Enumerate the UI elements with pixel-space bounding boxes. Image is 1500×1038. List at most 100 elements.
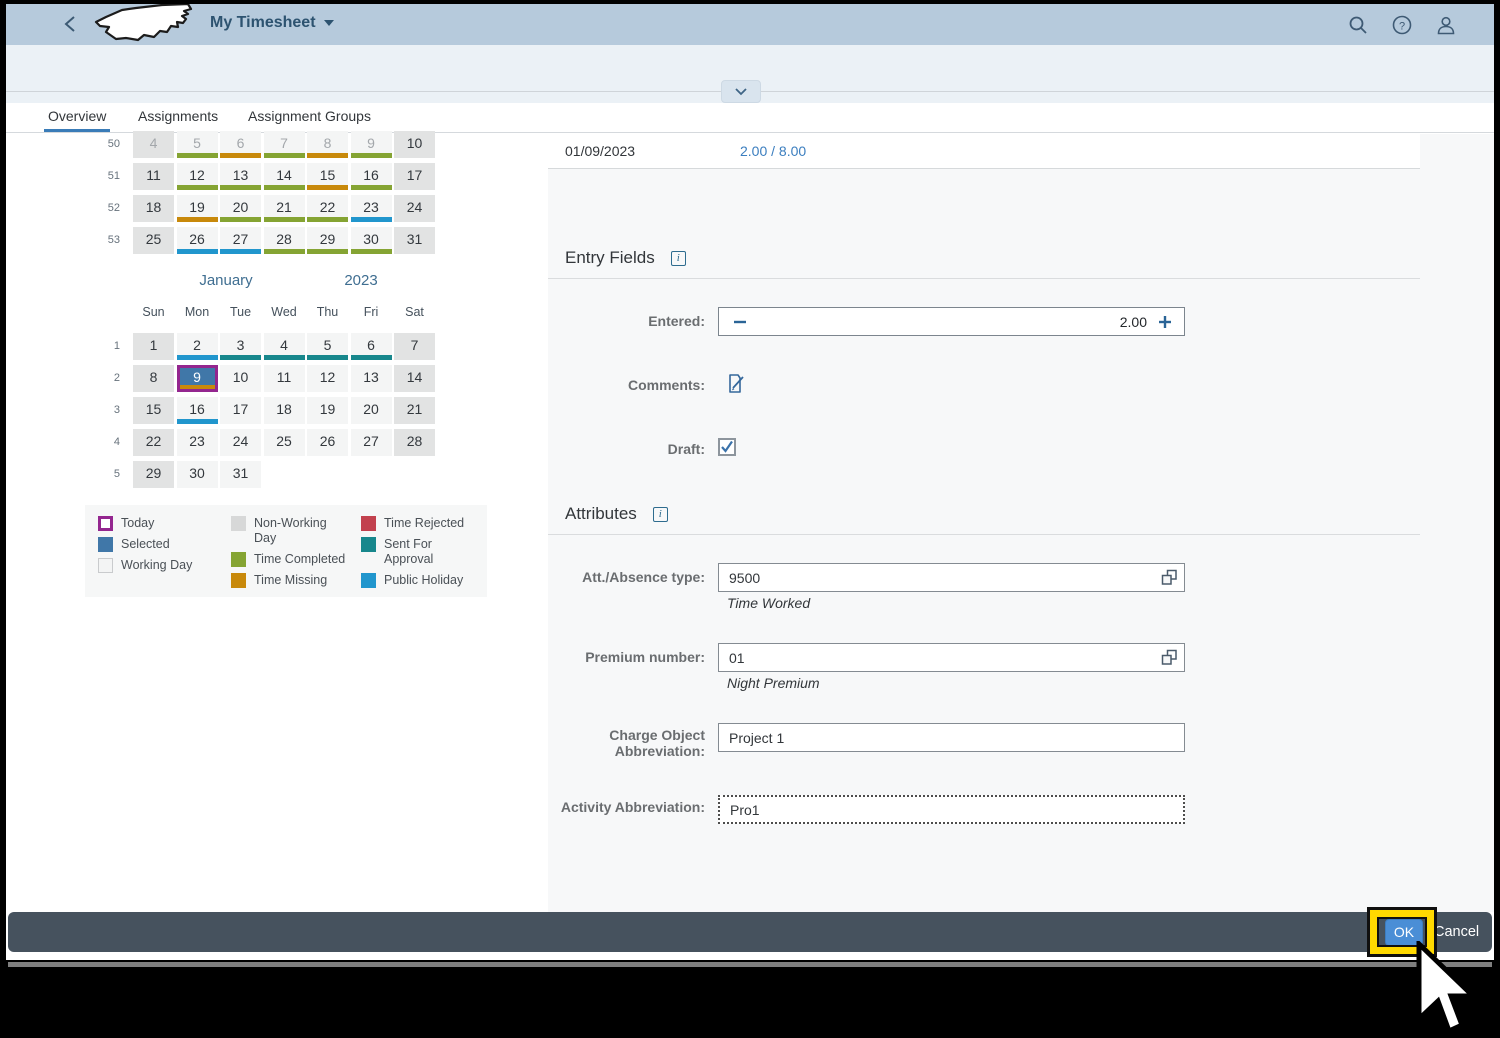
calendar-day[interactable]: 24: [394, 195, 435, 222]
calendar-day[interactable]: 15: [307, 163, 348, 190]
calendar-day[interactable]: 22: [133, 429, 174, 456]
calendar-day[interactable]: 21: [263, 195, 305, 222]
calendar-day[interactable]: 26: [307, 429, 348, 456]
value-help-icon[interactable]: [1161, 649, 1178, 666]
calendar-week-row: 53 25 26 27 28 29 30 31: [99, 227, 438, 254]
calendar-day[interactable]: 14: [394, 365, 435, 392]
calendar-day[interactable]: 9: [176, 365, 218, 392]
day-status-strip: [176, 249, 218, 254]
calendar-day[interactable]: 23: [176, 429, 218, 456]
calendar-day[interactable]: 5: [176, 131, 218, 158]
calendar-day[interactable]: 13: [350, 365, 392, 392]
calendar-day[interactable]: 28: [263, 227, 305, 254]
att-absence-type-input[interactable]: [718, 563, 1185, 592]
calendar-day[interactable]: 22: [307, 195, 348, 222]
north-carolina-logo: [92, 4, 198, 47]
calendar-day[interactable]: 10: [394, 131, 435, 158]
calendar-day[interactable]: 6: [350, 333, 392, 360]
day-status-strip: [220, 217, 261, 222]
back-icon[interactable]: [60, 13, 82, 35]
calendar-day[interactable]: 31: [394, 227, 435, 254]
calendar-day[interactable]: 18: [263, 397, 305, 424]
calendar-day[interactable]: 4: [133, 131, 174, 158]
calendar-day[interactable]: 10: [220, 365, 261, 392]
week-number: 4: [113, 436, 120, 448]
calendar-day[interactable]: 29: [133, 461, 174, 488]
calendar-day[interactable]: 16: [350, 163, 392, 190]
day-status-strip: [350, 355, 392, 360]
tab-assignment-groups[interactable]: Assignment Groups: [248, 108, 371, 124]
legend-label: Time Completed: [254, 552, 346, 566]
calendar-day[interactable]: 30: [350, 227, 392, 254]
app-title[interactable]: My Timesheet: [210, 14, 334, 32]
calendar-day[interactable]: 17: [394, 163, 435, 190]
day-status-strip: [176, 185, 218, 190]
calendar-day[interactable]: 25: [263, 429, 305, 456]
calendar-day[interactable]: 6: [220, 131, 261, 158]
calendar-day[interactable]: 15: [133, 397, 174, 424]
calendar-legend: Today Selected Working Day Non-Working Day T…: [85, 505, 487, 597]
premium-number-input[interactable]: [718, 643, 1185, 672]
day-status-strip: [220, 355, 261, 360]
calendar-day[interactable]: 30: [176, 461, 218, 488]
summary-hours-link[interactable]: 2.00 / 8.00: [740, 143, 807, 159]
day-status-strip: [350, 217, 392, 222]
calendar-day[interactable]: 3: [220, 333, 261, 360]
activity-abbreviation-input[interactable]: [718, 795, 1185, 824]
calendar-day[interactable]: 2: [176, 333, 218, 360]
help-icon[interactable]: ?: [1391, 14, 1413, 36]
calendar-day[interactable]: 19: [176, 195, 218, 222]
timesheet-summary-row[interactable]: 01/09/2023 2.00 / 8.00: [548, 133, 1420, 169]
search-icon[interactable]: [1347, 14, 1369, 36]
page-subheader: [6, 45, 1494, 103]
info-icon[interactable]: [652, 506, 668, 522]
calendar-day[interactable]: 17: [220, 397, 261, 424]
cancel-button[interactable]: Cancel: [1434, 924, 1480, 940]
day-status-strip: [176, 153, 218, 158]
calendar-day[interactable]: 14: [263, 163, 305, 190]
calendar-day[interactable]: 27: [220, 227, 261, 254]
calendar-day[interactable]: 20: [350, 397, 392, 424]
comments-edit-icon[interactable]: [723, 372, 747, 396]
entered-stepper[interactable]: 2.00: [718, 307, 1185, 336]
calendar-day[interactable]: 8: [133, 365, 174, 392]
calendar-day[interactable]: 16: [176, 397, 218, 424]
entered-value[interactable]: 2.00: [1119, 313, 1147, 330]
calendar-day[interactable]: 5: [307, 333, 348, 360]
calendar-day[interactable]: 12: [176, 163, 218, 190]
calendar-day[interactable]: 20: [220, 195, 261, 222]
calendar-day[interactable]: 28: [394, 429, 435, 456]
calendar-day[interactable]: 26: [176, 227, 218, 254]
calendar-day[interactable]: 29: [307, 227, 348, 254]
info-icon[interactable]: [670, 250, 686, 266]
value-help-icon[interactable]: [1161, 569, 1178, 586]
stepper-plus-icon[interactable]: [1157, 314, 1173, 330]
ok-button[interactable]: OK: [1385, 919, 1423, 946]
calendar-day[interactable]: 18: [133, 195, 174, 222]
draft-checkbox[interactable]: [718, 438, 736, 456]
calendar-day[interactable]: 8: [307, 131, 348, 158]
calendar-day[interactable]: 4: [263, 333, 305, 360]
user-profile-icon[interactable]: [1435, 14, 1457, 36]
calendar-day[interactable]: 25: [133, 227, 174, 254]
calendar-day[interactable]: 12: [307, 365, 348, 392]
calendar-day[interactable]: 31: [220, 461, 261, 488]
calendar-day[interactable]: 7: [263, 131, 305, 158]
calendar-day[interactable]: 9: [350, 131, 392, 158]
stepper-minus-icon[interactable]: [732, 314, 748, 330]
calendar-day[interactable]: 7: [394, 333, 435, 360]
calendar-day[interactable]: 1: [133, 333, 174, 360]
tab-assignments[interactable]: Assignments: [138, 108, 219, 124]
calendar-day[interactable]: 23: [350, 195, 392, 222]
header-collapse-button[interactable]: [721, 80, 761, 103]
app-window: My Timesheet ? Overview Assignments: [6, 4, 1494, 960]
calendar-day[interactable]: 27: [350, 429, 392, 456]
calendar-day[interactable]: 11: [263, 365, 305, 392]
calendar-day[interactable]: 24: [220, 429, 261, 456]
calendar-day[interactable]: 11: [133, 163, 174, 190]
charge-object-abbreviation-input[interactable]: [718, 723, 1185, 752]
calendar-day[interactable]: 13: [220, 163, 261, 190]
calendar-day[interactable]: 19: [307, 397, 348, 424]
tab-overview[interactable]: Overview: [48, 108, 107, 124]
calendar-day[interactable]: 21: [394, 397, 435, 424]
